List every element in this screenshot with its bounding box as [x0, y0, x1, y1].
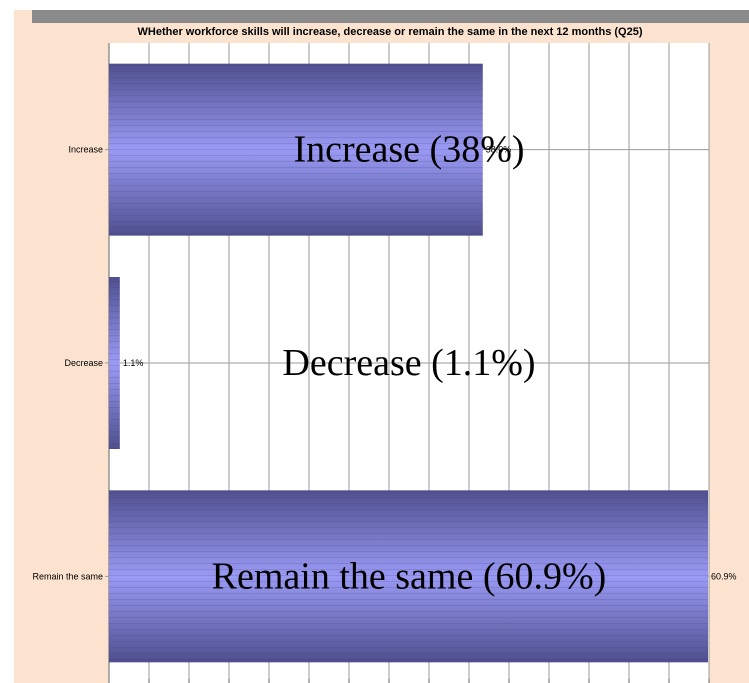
- top-border: [0, 0, 749, 10]
- bar-annotation: Increase (38%): [293, 129, 524, 171]
- chart-title: WHether workforce skills will increase, …: [137, 26, 643, 38]
- category-label: Decrease: [64, 358, 103, 368]
- bar-annotation: Remain the same (60.9%): [212, 555, 607, 597]
- category-label: Remain the same: [32, 571, 103, 581]
- bar-stripes: [109, 277, 120, 449]
- bar-stripes: [109, 490, 709, 663]
- category-label: Increase: [68, 145, 103, 155]
- data-label: 60.9%: [711, 571, 737, 581]
- data-label: 38.0%: [486, 145, 512, 155]
- header-bar: [32, 10, 749, 23]
- left-border: [0, 10, 14, 683]
- bar-annotation: Decrease (1.1%): [282, 342, 535, 384]
- bar-stripes: [109, 63, 483, 236]
- data-label: 1.1%: [123, 358, 144, 368]
